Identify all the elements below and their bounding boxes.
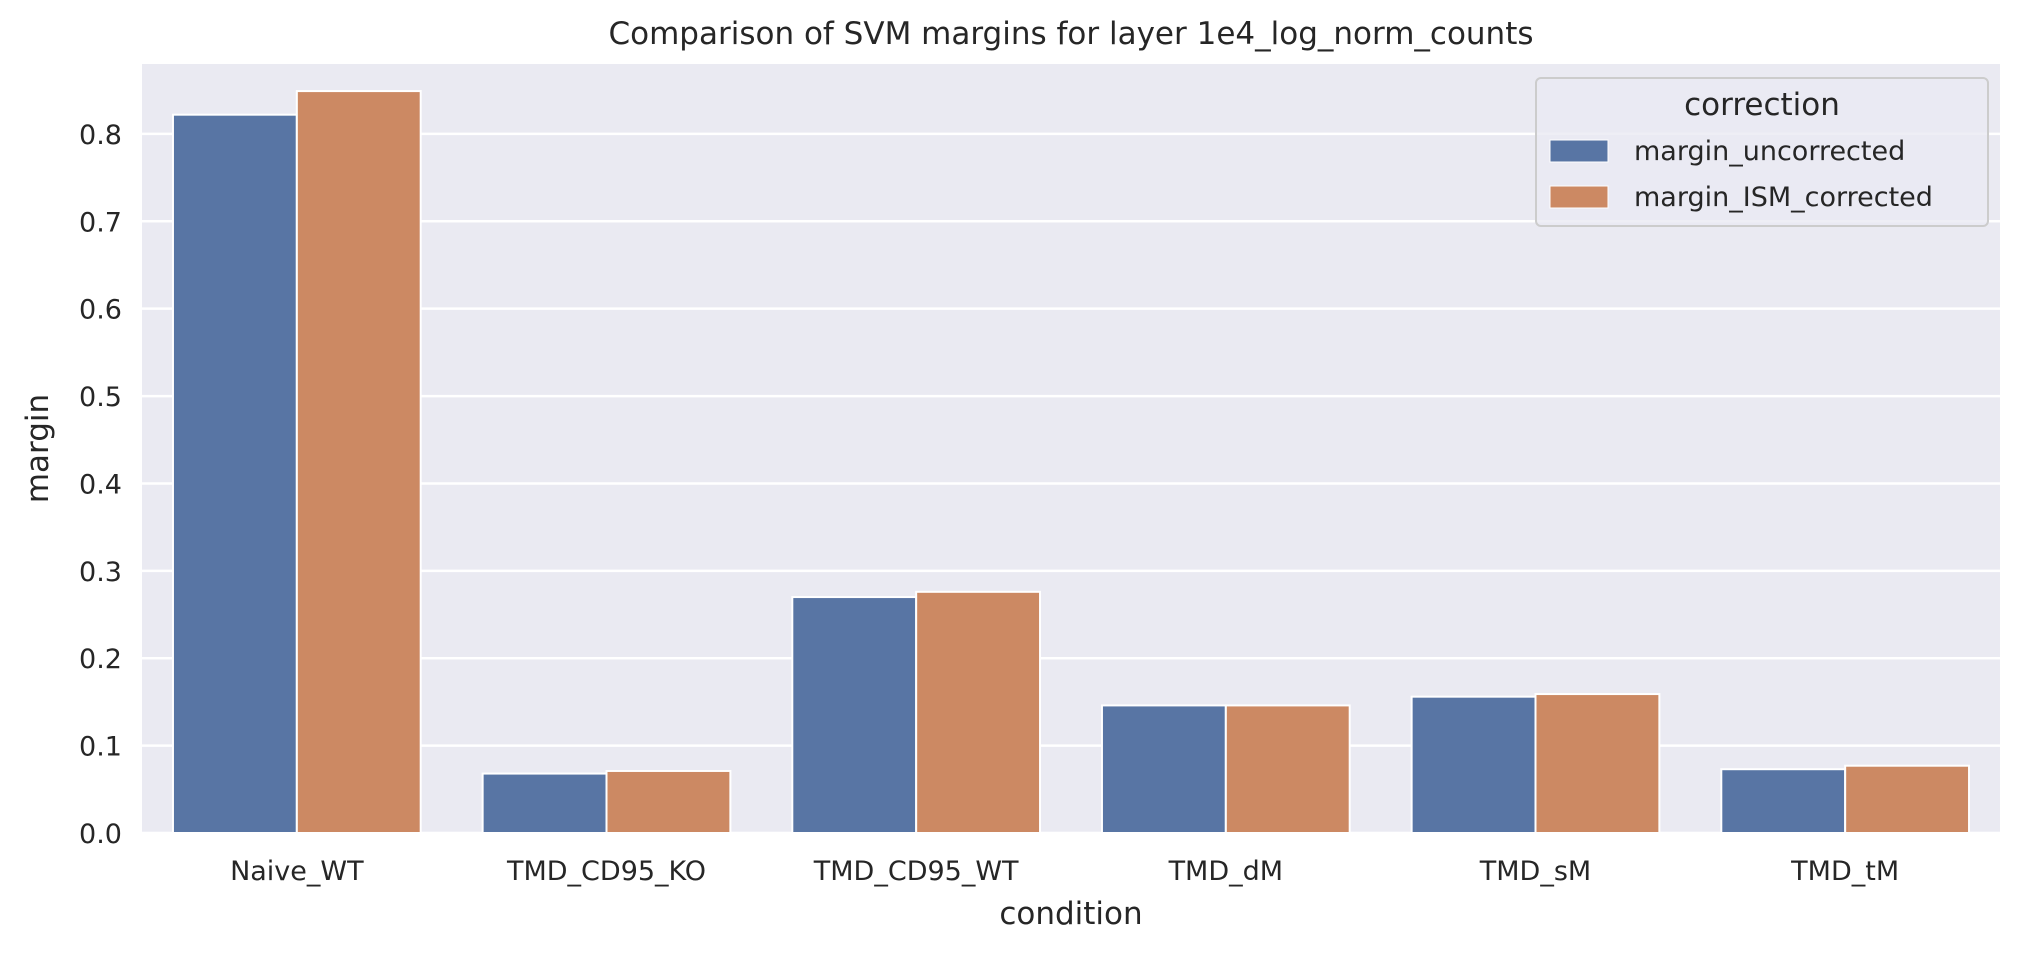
x-tick-label: TMD_sM (1479, 856, 1591, 887)
x-tick-label: TMD_CD95_WT (813, 856, 1019, 887)
y-tick-label: 0.8 (79, 120, 122, 151)
y-tick-label: 0.3 (79, 557, 122, 588)
y-tick-labels: 0.0 0.1 0.2 0.3 0.4 0.5 0.6 0.7 0.8 (79, 120, 122, 850)
x-tick-label: TMD_CD95_KO (506, 856, 706, 887)
x-tick-label: TMD_tM (1790, 856, 1899, 887)
bar-TMD_CD95_WT-margin_uncorrected (791, 596, 918, 834)
y-axis-label: margin (20, 394, 56, 503)
y-tick-label: 0.2 (79, 644, 122, 675)
legend: correction margin_uncorrected margin_ISM_… (1535, 77, 1989, 227)
y-tick-label: 0.6 (79, 295, 122, 326)
x-tick-labels: Naive_WT TMD_CD95_KO TMD_CD95_WT TMD_dM TMD_… (230, 856, 1899, 887)
legend-title: correction (1684, 87, 1840, 123)
chart-title: Comparison of SVM margins for layer 1e4_… (608, 16, 1533, 52)
bar-Naive_WT-margin_ISM_corrected (295, 90, 422, 834)
bar-TMD_CD95_KO-margin_ISM_corrected (605, 769, 732, 835)
bar-TMD_tM-margin_ISM_corrected (1844, 764, 1971, 835)
x-tick-label: TMD_dM (1168, 856, 1284, 887)
legend-items: margin_uncorrected margin_ISM_corrected (1549, 136, 1933, 213)
legend-box (1535, 77, 1989, 227)
bar-Naive_WT-margin_uncorrected (171, 113, 298, 835)
legend-swatch (1549, 139, 1609, 163)
y-tick-label: 0.4 (79, 469, 122, 500)
y-tick-label: 0.5 (79, 382, 122, 413)
bar-TMD_sM-margin_ISM_corrected (1534, 693, 1661, 834)
bar-TMD_tM-margin_uncorrected (1720, 768, 1847, 834)
x-axis-label: condition (999, 896, 1142, 932)
bars (171, 90, 1971, 835)
legend-label: margin_uncorrected (1634, 136, 1905, 167)
bar-TMD_dM-margin_uncorrected (1100, 704, 1227, 834)
bar-TMD_dM-margin_ISM_corrected (1224, 704, 1351, 834)
bar-TMD_CD95_KO-margin_uncorrected (481, 772, 608, 834)
bar-TMD_sM-margin_uncorrected (1410, 695, 1537, 834)
y-tick-label: 0.1 (79, 732, 122, 763)
y-tick-label: 0.0 (79, 819, 122, 850)
legend-swatch (1549, 185, 1609, 209)
bar-TMD_CD95_WT-margin_ISM_corrected (915, 590, 1042, 835)
legend-label: margin_ISM_corrected (1634, 182, 1933, 213)
grid-lines (142, 132, 2000, 835)
x-tick-label: Naive_WT (230, 856, 364, 887)
y-tick-label: 0.7 (79, 207, 122, 238)
